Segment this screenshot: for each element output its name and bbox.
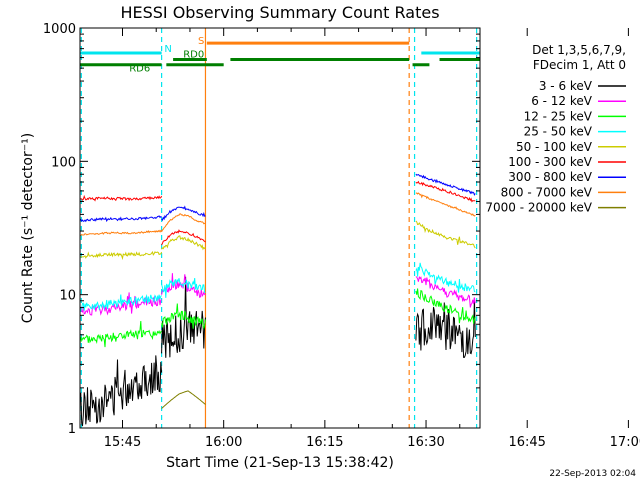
series-trace-3 [161,277,206,298]
y-tick-label: 10 [59,289,76,304]
series-trace-5 [80,194,163,202]
series-trace-2 [80,320,163,348]
y-tick-label: 1 [68,422,76,437]
chart-title: HESSI Observing Summary Count Rates [120,3,439,22]
flag-label-rd6: RD6 [129,64,150,75]
y-tick-label: 100 [51,155,76,170]
series-trace-6 [161,205,206,222]
flag-label-s: S [198,36,204,47]
x-tick-label: 16:15 [306,435,343,450]
series-trace-3 [80,293,162,313]
legend: Det 1,3,5,6,7,9, FDecim 1, Att 0 3 - 6 k… [485,43,626,215]
legend-entry-label: 12 - 25 keV [524,109,593,123]
series-trace-0 [161,276,206,358]
legend-entry-label: 800 - 7000 keV [501,185,593,199]
legend-entry-label: 50 - 100 keV [516,140,593,154]
legend-entry-label: 3 - 6 keV [539,79,593,93]
series-trace-7 [161,213,206,233]
series-trace-0 [80,355,163,427]
x-tick-label: 16:00 [205,435,242,450]
legend-header-line-2: FDecim 1, Att 0 [533,58,626,72]
series-trace-2 [161,303,206,330]
legend-entry-label: 7000 - 20000 keV [485,201,592,215]
series-trace-3 [415,262,476,293]
y-axis: 1 10 100 1000 [43,22,480,437]
x-tick-label: 17:00 [610,435,640,450]
series-trace-0 [415,297,476,358]
flag-label-n: N [164,44,171,55]
plot-content: N S RD0 RD6 [80,28,480,428]
x-tick-label: 16:45 [508,435,545,450]
series-trace-4 [161,235,206,251]
footer-timestamp: 22-Sep-2013 02:04 [549,469,636,479]
y-tick-label: 1000 [43,22,76,37]
series-trace-4 [80,251,163,261]
series-trace-1 [415,275,476,308]
x-axis-label: Start Time (21-Sep-13 15:38:42) [166,455,394,471]
series-trace-5 [161,229,206,246]
legend-entry-label: 25 - 50 keV [524,125,593,139]
series-trace-6 [80,215,162,223]
series-trace-7 [80,229,163,236]
series-trace-5 [415,180,476,203]
x-tick-label: 15:45 [104,435,141,450]
series-trace-7 [415,192,476,217]
series-trace-6 [415,173,476,196]
legend-entry-label: 6 - 12 keV [531,94,593,108]
legend-entry-label: 100 - 300 keV [508,155,592,169]
flag-label-rd0: RD0 [183,50,204,61]
plot-frame [79,27,481,429]
x-tick-label: 16:30 [407,435,444,450]
y-axis-label: Count Rate (s⁻¹ detector⁻¹) [20,133,36,323]
legend-header-line-1: Det 1,3,5,6,7,9, [532,43,626,57]
series-trace-2 [415,288,476,324]
series-trace-8 [161,390,206,409]
series-trace-4 [415,220,476,249]
legend-entry-label: 300 - 800 keV [508,170,592,184]
